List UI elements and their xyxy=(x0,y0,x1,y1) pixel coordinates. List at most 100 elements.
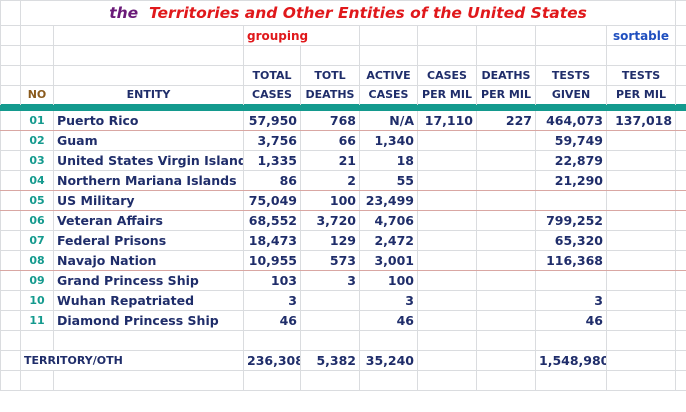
empty-cell xyxy=(675,370,686,391)
tests-per-mil-value xyxy=(605,250,677,271)
title-main: Territories and Other Entities of the Un… xyxy=(148,4,587,22)
entity-name[interactable]: Diamond Princess Ship xyxy=(53,310,244,331)
row-number: 08 xyxy=(20,250,54,271)
empty-cell xyxy=(53,370,244,391)
territories-table: the Territories and Other Entities of th… xyxy=(0,0,686,391)
column-header[interactable]: PER MIL xyxy=(476,85,536,105)
total-cases-value: 57,950 xyxy=(243,110,301,131)
tests-given-sum: 1,548,980 xyxy=(535,350,607,371)
row-number: 06 xyxy=(20,210,54,231)
table-row: 05 US Military 75,049 100 23,499 xyxy=(0,190,686,211)
column-header[interactable] xyxy=(53,65,244,86)
row-gutter xyxy=(0,290,21,311)
column-header[interactable]: CASES xyxy=(359,85,418,105)
entity-name[interactable]: Northern Mariana Islands xyxy=(53,170,244,191)
column-header[interactable]: DEATHS xyxy=(300,85,360,105)
spacer-cell xyxy=(675,350,686,371)
column-header[interactable]: CASES xyxy=(417,65,477,86)
total-deaths-value: 573 xyxy=(300,250,360,271)
spacer-cell xyxy=(675,150,686,171)
column-header[interactable]: NO xyxy=(20,85,54,105)
column-header[interactable]: TOTL xyxy=(300,65,360,86)
column-header[interactable]: PER MIL xyxy=(605,85,677,105)
deaths-per-mil-value xyxy=(476,210,536,231)
label-row: grouping sortable xyxy=(0,25,686,46)
entity-name[interactable]: Federal Prisons xyxy=(53,230,244,251)
total-deaths-value: 100 xyxy=(300,190,360,211)
header-row: NO ENTITY CASES DEATHS CASES PER MIL PER MIL GI… xyxy=(0,85,686,105)
total-deaths-value xyxy=(300,310,360,331)
tests-per-mil-value: 137,018 xyxy=(605,110,677,131)
entity-name[interactable]: Navajo Nation xyxy=(53,250,244,271)
total-row: TERRITORY/OTH 236,308 5,382 35,240 1,548,980 xyxy=(0,350,686,371)
total-label: TERRITORY/OTH xyxy=(20,350,244,371)
row-gutter xyxy=(0,270,21,291)
tests-per-mil-value xyxy=(605,170,677,191)
table-row: 08 Navajo Nation 10,955 573 3,001 116,368 xyxy=(0,250,686,271)
grouping-link[interactable]: grouping xyxy=(243,25,360,46)
tests-per-mil-value xyxy=(605,290,677,311)
deaths-per-mil-value xyxy=(476,230,536,251)
column-header[interactable]: TESTS xyxy=(535,65,607,86)
entity-name[interactable]: US Military xyxy=(53,190,244,211)
empty-cell xyxy=(417,370,477,391)
entity-name[interactable]: Wuhan Repatriated xyxy=(53,290,244,311)
active-cases-value: 46 xyxy=(359,310,418,331)
entity-name[interactable]: Guam xyxy=(53,130,244,151)
empty-cell xyxy=(243,330,301,351)
entity-name[interactable]: Veteran Affairs xyxy=(53,210,244,231)
row-number: 10 xyxy=(20,290,54,311)
column-header[interactable]: ENTITY xyxy=(53,85,244,105)
column-header[interactable]: CASES xyxy=(243,85,301,105)
total-cases-value: 10,955 xyxy=(243,250,301,271)
row-gutter xyxy=(0,210,21,231)
empty-cell xyxy=(417,350,477,371)
column-header[interactable]: DEATHS xyxy=(476,65,536,86)
spacer-cell xyxy=(675,170,686,191)
row-number: 01 xyxy=(20,110,54,131)
title-row: the Territories and Other Entities of th… xyxy=(0,0,686,26)
active-cases-value: 3 xyxy=(359,290,418,311)
tests-given-value: 21,290 xyxy=(535,170,607,191)
entity-name[interactable]: Puerto Rico xyxy=(53,110,244,131)
active-cases-value: N/A xyxy=(359,110,418,131)
empty-cell xyxy=(476,350,536,371)
cases-per-mil-value xyxy=(417,230,477,251)
column-header[interactable] xyxy=(20,65,54,86)
empty-cell xyxy=(535,370,607,391)
total-deaths-value: 2 xyxy=(300,170,360,191)
sortable-link[interactable]: sortable xyxy=(605,25,677,46)
column-header[interactable]: ACTIVE xyxy=(359,65,418,86)
cases-per-mil-value xyxy=(417,150,477,171)
empty-cell xyxy=(476,330,536,351)
header-row: TOTAL TOTL ACTIVE CASES DEATHS TESTS TESTS xyxy=(0,65,686,86)
row-gutter xyxy=(0,65,21,86)
entity-name[interactable]: United States Virgin Islands xyxy=(53,150,244,171)
table-row: 11 Diamond Princess Ship 46 46 46 xyxy=(0,310,686,331)
spacer-cell xyxy=(675,210,686,231)
active-cases-value: 100 xyxy=(359,270,418,291)
tests-per-mil-value xyxy=(605,270,677,291)
active-cases-value: 55 xyxy=(359,170,418,191)
cases-per-mil-value xyxy=(417,250,477,271)
row-number: 02 xyxy=(20,130,54,151)
active-cases-value: 2,472 xyxy=(359,230,418,251)
tests-per-mil-value xyxy=(605,310,677,331)
title-prefix: the xyxy=(109,4,139,22)
column-header[interactable]: TESTS xyxy=(605,65,677,86)
total-cases-value: 86 xyxy=(243,170,301,191)
column-header[interactable]: GIVEN xyxy=(535,85,607,105)
total-cases-value: 75,049 xyxy=(243,190,301,211)
column-header[interactable]: TOTAL xyxy=(243,65,301,86)
spacer-cell xyxy=(675,85,686,105)
tests-given-value: 59,749 xyxy=(535,130,607,151)
deaths-per-mil-value xyxy=(476,250,536,271)
column-header[interactable]: PER MIL xyxy=(417,85,477,105)
cases-per-mil-value xyxy=(417,170,477,191)
entity-name[interactable]: Grand Princess Ship xyxy=(53,270,244,291)
empty-cell xyxy=(605,330,677,351)
tests-given-value: 22,879 xyxy=(535,150,607,171)
cases-per-mil-value: 17,110 xyxy=(417,110,477,131)
spacer-cell xyxy=(675,130,686,151)
